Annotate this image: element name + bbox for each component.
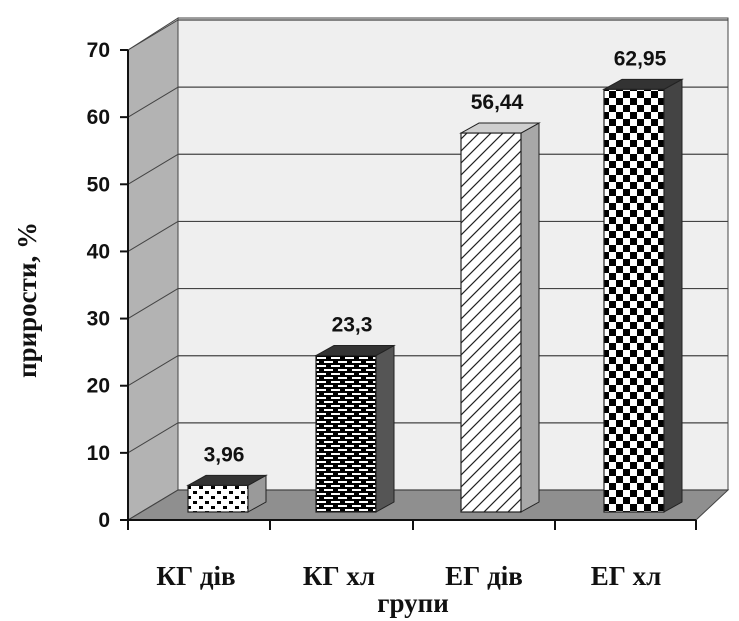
data-label: 56,44 <box>471 91 524 114</box>
bar-front <box>187 484 249 513</box>
gridline-side <box>127 489 179 521</box>
bars <box>186 78 684 513</box>
x-axis-title: групи <box>377 588 449 618</box>
y-tick-label: 0 <box>98 509 110 532</box>
gridline-side <box>127 422 179 454</box>
bar <box>602 78 684 513</box>
data-labels: 3,96 23,3 56,44 62,95 <box>204 47 667 466</box>
gridline-side <box>127 355 179 387</box>
y-tick-label: 20 <box>87 375 110 398</box>
y-tick-label: 70 <box>87 39 110 62</box>
bar-side <box>375 344 395 513</box>
data-label: 62,95 <box>614 47 667 70</box>
y-tick-label: 40 <box>87 240 110 263</box>
gridline-side <box>127 153 179 185</box>
x-axis: КГ дів КГ хл ЕГ дів ЕГ хл <box>127 520 697 591</box>
plot-left-wall <box>127 17 179 521</box>
y-axis-title: прирости, % <box>12 222 42 378</box>
gridline-side <box>127 288 179 320</box>
y-tick-label: 10 <box>87 442 110 465</box>
bar <box>314 344 396 513</box>
x-tick-label: КГ хл <box>303 561 375 591</box>
gridline-side <box>127 220 179 252</box>
y-tick-label: 60 <box>87 106 110 129</box>
bar-side <box>520 122 540 513</box>
bar <box>186 474 268 513</box>
y-tick-label: 50 <box>87 173 110 196</box>
bar-side <box>663 78 683 513</box>
gridline-side <box>127 86 179 118</box>
x-tick-label: ЕГ дів <box>445 561 523 591</box>
bar-front <box>603 88 665 513</box>
x-tick-label: ЕГ хл <box>591 561 662 591</box>
bar <box>459 122 541 513</box>
y-tick-label: 30 <box>87 308 110 331</box>
data-label: 23,3 <box>332 314 373 337</box>
x-tick-label: КГ дів <box>156 561 235 591</box>
data-label: 3,96 <box>204 443 245 466</box>
bar-front <box>315 354 377 513</box>
bar-front <box>460 132 522 513</box>
gridline-side <box>127 19 179 51</box>
